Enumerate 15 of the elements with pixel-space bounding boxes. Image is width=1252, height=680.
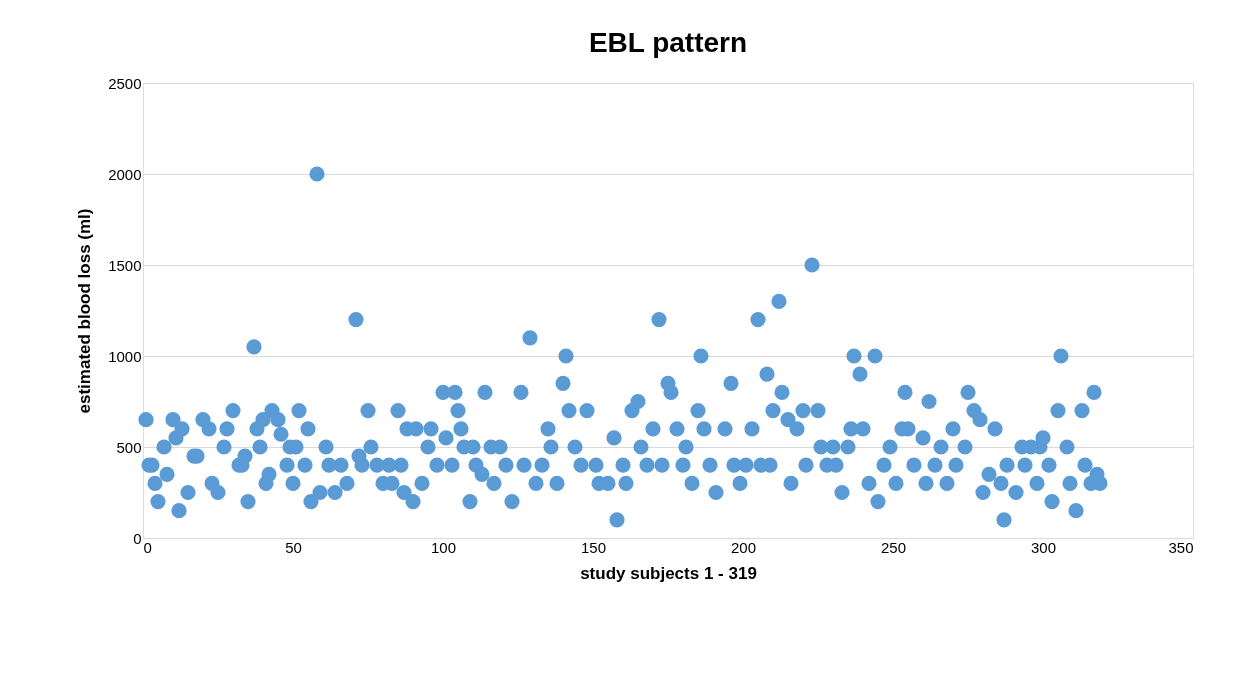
x-tick-label: 250 <box>880 538 907 556</box>
y-tick-label: 1000 <box>108 347 142 365</box>
x-axis-title: study subjects 1 - 319 <box>580 563 757 583</box>
x-tick-label: 50 <box>285 538 302 556</box>
y-tick-label: 2500 <box>108 74 142 92</box>
x-tick-label: 100 <box>430 538 457 556</box>
y-tick-label: 500 <box>116 438 142 456</box>
y-axis-title: estimated blood loss (ml) <box>75 208 95 414</box>
chart-title: EBL pattern <box>588 27 748 58</box>
x-tick-label: 300 <box>1030 538 1057 556</box>
y-tick-label: 1500 <box>108 256 142 274</box>
x-tick-label: 350 <box>1168 538 1194 556</box>
y-tick-label: 2000 <box>108 165 142 183</box>
x-tick-label: 200 <box>730 538 757 556</box>
x-tick-label: 150 <box>580 538 607 556</box>
